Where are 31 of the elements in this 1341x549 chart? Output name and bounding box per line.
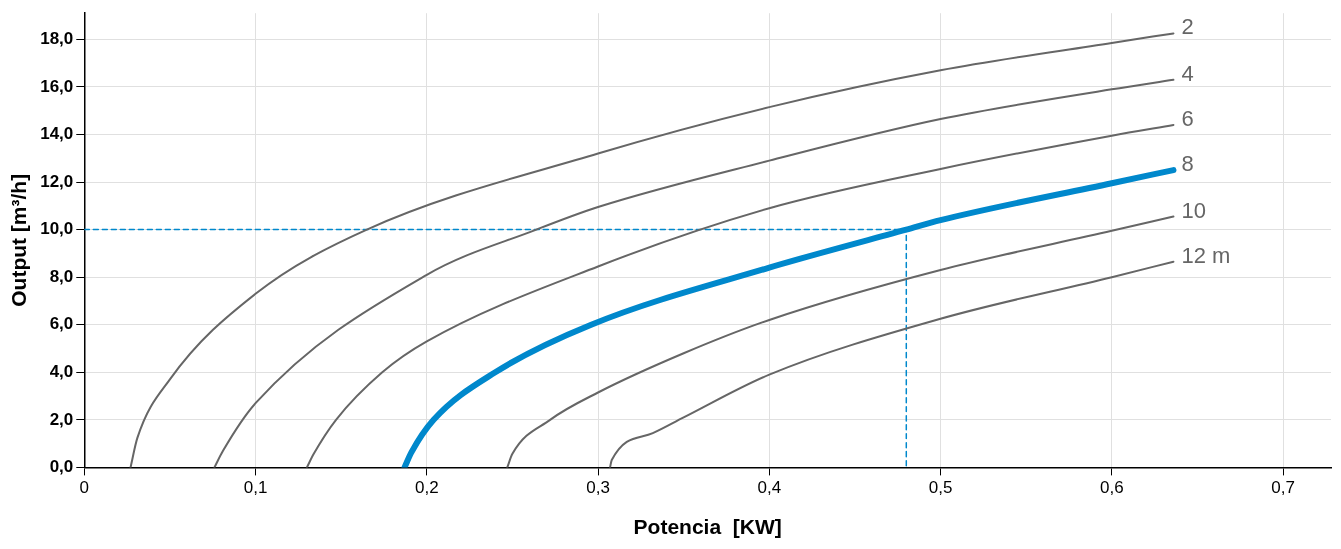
y-tick-label: 12,0: [40, 171, 74, 191]
x-tick-label: 0,3: [586, 478, 610, 498]
y-tick-label: 0,0: [49, 457, 74, 477]
series-label: 4: [1181, 60, 1194, 86]
y-axis-title: Output [m³/h]: [7, 173, 31, 307]
x-axis-title: Potencia [KW]: [633, 515, 782, 539]
x-tick-label: 0,7: [1271, 478, 1295, 498]
x-tick-label: 0,4: [757, 478, 782, 498]
y-tick-label: 18,0: [40, 29, 74, 49]
line-series: [129, 32, 1175, 468]
x-tick-label: 0,1: [243, 478, 268, 498]
x-tick-label: 0,2: [414, 478, 439, 498]
line-series: [609, 260, 1175, 468]
x-tick-label: 0: [79, 478, 90, 498]
line-series: [506, 215, 1175, 468]
series-label: 6: [1181, 106, 1194, 132]
series-label: 8: [1181, 151, 1194, 177]
series-label: 2: [1181, 14, 1194, 40]
y-tick-label: 2,0: [49, 409, 74, 429]
y-tick-label: 6,0: [49, 314, 74, 334]
y-tick-label: 16,0: [40, 76, 74, 96]
series-label: 10: [1181, 197, 1206, 223]
series-label: 12 m: [1181, 242, 1231, 268]
y-tick-label: 4,0: [49, 361, 74, 381]
line-series: [305, 123, 1175, 468]
line-series: [213, 78, 1175, 468]
x-tick-label: 0,6: [1099, 478, 1124, 498]
x-tick-label: 0,5: [928, 478, 953, 498]
y-tick-label: 8,0: [49, 266, 74, 286]
y-tick-label: 14,0: [40, 124, 74, 144]
y-tick-label: 10,0: [40, 219, 74, 239]
